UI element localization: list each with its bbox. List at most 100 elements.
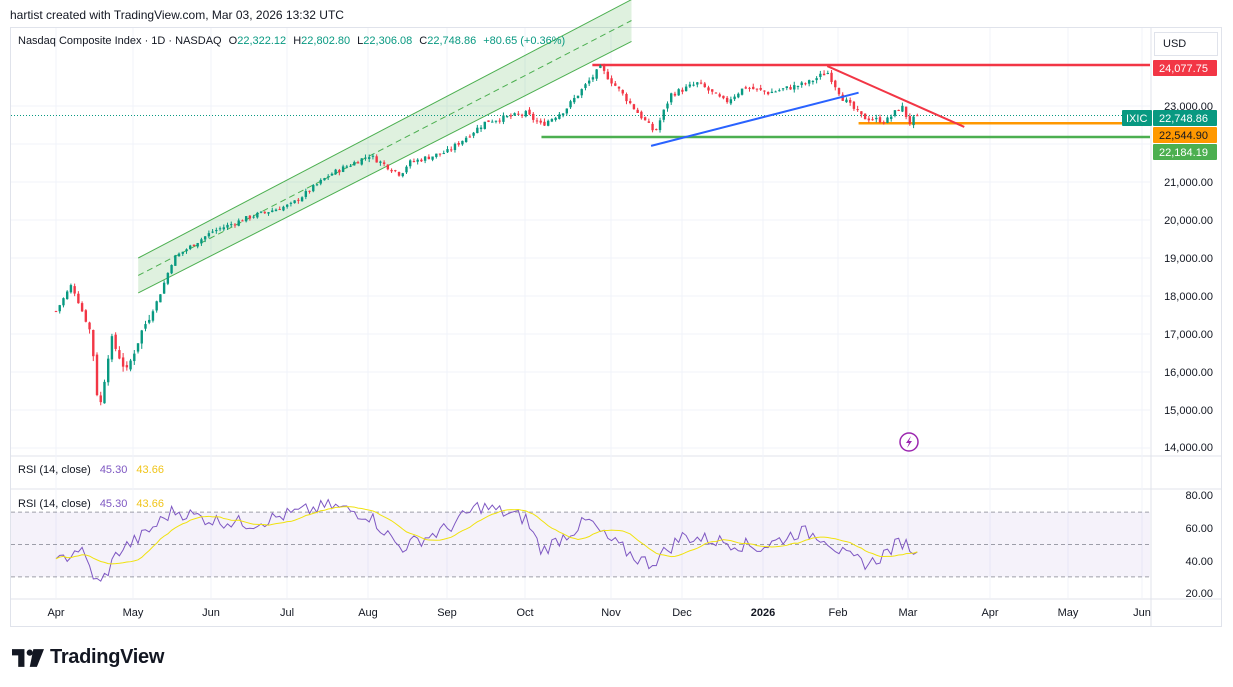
candle-body — [904, 106, 908, 117]
rsi-line — [55, 498, 918, 582]
candle-body — [793, 85, 796, 90]
candle-body — [863, 113, 867, 120]
candle-body — [360, 158, 363, 165]
currency-button[interactable]: USD — [1154, 32, 1218, 56]
candle-body — [256, 212, 259, 218]
candle-body — [587, 80, 591, 84]
channel-mid — [137, 20, 632, 276]
candle-body — [778, 90, 781, 92]
candle-body — [796, 85, 800, 87]
candle-body — [233, 224, 237, 226]
candle-body — [151, 311, 155, 321]
candle-body — [666, 103, 669, 109]
candle-body — [472, 132, 475, 136]
candle-body — [211, 231, 214, 233]
candle-body — [218, 228, 222, 230]
chart-credit: hartist created with TradingView.com, Ma… — [10, 8, 344, 22]
candle-body — [312, 185, 315, 192]
candle-body — [684, 86, 688, 92]
rsi-value: 45.30 — [99, 464, 128, 476]
candle-body — [576, 95, 580, 99]
candle-body — [677, 89, 680, 96]
trend-channel — [137, 0, 632, 294]
candle-body — [285, 204, 289, 207]
candle-body — [341, 166, 345, 172]
candle-body — [423, 156, 427, 161]
grid — [11, 28, 1150, 598]
candle-body — [826, 72, 830, 74]
price-tick: 14,000.00 — [1164, 442, 1213, 454]
candle-body — [62, 298, 65, 306]
channel-fill — [138, 0, 632, 293]
candle-body — [282, 206, 285, 211]
candle-body — [442, 153, 445, 155]
candle-body — [394, 170, 397, 172]
candle-body — [565, 108, 569, 114]
candle-body — [226, 224, 229, 228]
candle-body — [692, 84, 695, 86]
candle-body — [345, 166, 349, 168]
trendline-1 — [826, 65, 965, 128]
rsi-lines — [55, 498, 918, 582]
candle-body — [215, 229, 218, 232]
candle-body — [759, 88, 762, 90]
channel-lower — [137, 40, 632, 294]
time-tick: Aug — [358, 607, 378, 619]
candle-body — [766, 92, 770, 95]
candle-body — [718, 94, 721, 97]
rsi-value: 45.30 — [99, 498, 128, 510]
candle-body — [774, 91, 777, 93]
candle-body — [744, 87, 747, 89]
candle-body — [625, 93, 628, 102]
candle-body — [845, 99, 848, 103]
candle-body — [338, 170, 341, 173]
lightning-icon[interactable] — [899, 432, 919, 452]
high-value: 22,802.80 — [301, 35, 351, 47]
high-label: H — [293, 35, 302, 47]
candle-body — [737, 93, 740, 98]
time-tick: Mar — [899, 607, 918, 619]
candle-body — [435, 153, 438, 157]
candle-body — [405, 166, 408, 173]
price-axis: 23,000.00 21,000.00 20,000.00 19,000.00 … — [1164, 101, 1213, 454]
candle-body — [77, 293, 80, 304]
candle-body — [517, 113, 520, 115]
candle-body — [714, 92, 718, 94]
candle-body — [241, 220, 244, 222]
candle-body — [815, 78, 818, 81]
badge-last-price — [1153, 110, 1217, 126]
low-value: 22,306.08 — [363, 35, 413, 47]
candle-body — [271, 210, 274, 213]
candle-body — [520, 114, 524, 116]
symbol-legend: Nasdaq Composite Index · 1D · NASDAQ O22… — [18, 35, 565, 47]
candle-body — [267, 212, 270, 214]
rsi-ma-value: 43.66 — [136, 464, 164, 476]
candle-body — [274, 209, 278, 212]
candle-body — [110, 336, 114, 360]
badge-mid-support-text: 22,544.90 — [1159, 130, 1208, 142]
candle-body — [733, 96, 736, 100]
candle-body — [252, 216, 255, 218]
candle-body — [502, 115, 505, 122]
rsi-ma-value: 43.66 — [136, 498, 164, 510]
candle-body — [740, 88, 744, 95]
candle-body — [200, 239, 203, 244]
candle-body — [289, 202, 293, 204]
candle-body — [893, 110, 897, 116]
tradingview-logo[interactable]: TradingView — [12, 646, 164, 669]
rsi-label: RSI (14, close) — [18, 464, 91, 476]
candle-body — [330, 173, 334, 176]
candle-body — [58, 305, 61, 312]
price-tick: 20,000.00 — [1164, 215, 1213, 227]
price-tick: 21,000.00 — [1164, 177, 1213, 189]
open-value: 22,322.12 — [237, 35, 287, 47]
candle-body — [207, 233, 211, 237]
candle-body — [409, 160, 412, 167]
candle-body — [561, 113, 565, 116]
candle-body — [293, 200, 296, 204]
close-label: C — [419, 35, 428, 47]
ticker-tag — [1122, 110, 1152, 126]
candle-body — [177, 253, 181, 257]
candle-body — [569, 101, 572, 108]
